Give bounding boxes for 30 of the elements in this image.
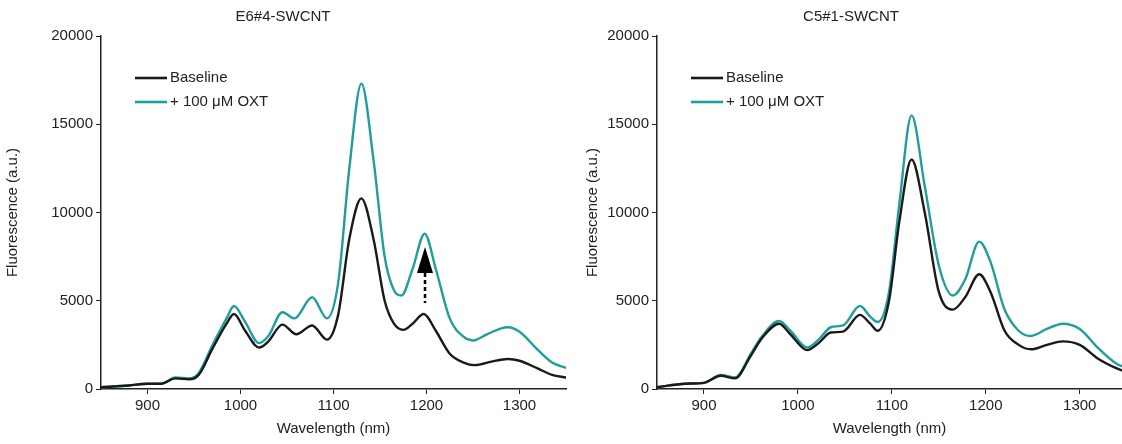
y-tick-label: 0 [84, 379, 93, 397]
y-axis-title: Fluorescence (a.u.) [583, 147, 601, 278]
y-tick-label: 10000 [51, 202, 93, 220]
x-tick-label: 1200 [969, 396, 1003, 414]
x-axis-title: Wavelength (nm) [276, 419, 391, 437]
x-tick-label: 1300 [502, 396, 537, 414]
y-tick-label: 0 [640, 379, 649, 397]
chart-title: C5#1-SWCNT [803, 7, 899, 25]
legend-label: Baseline [726, 68, 784, 86]
y-tick-label: 20000 [51, 26, 93, 44]
x-tick-label: 1100 [875, 396, 908, 414]
y-tick-label: 20000 [607, 26, 649, 44]
y-tick-label: 5000 [59, 290, 93, 308]
x-tick-label: 1000 [223, 396, 258, 414]
y-tick-label: 10000 [607, 202, 649, 220]
x-tick-label: 1000 [781, 396, 815, 414]
x-tick-label: 1300 [1063, 396, 1097, 414]
y-tick-label: 5000 [615, 290, 649, 308]
legend-label: Baseline [170, 68, 228, 86]
x-tick-label: 900 [691, 396, 717, 414]
chart-title: E6#4-SWCNT [235, 7, 331, 25]
y-tick-label: 15000 [607, 114, 649, 132]
x-tick-label: 1200 [409, 396, 444, 414]
x-tick-label: 900 [134, 396, 161, 414]
y-tick-label: 15000 [51, 114, 93, 132]
legend-label: + 100 μM OXT [726, 92, 825, 110]
legend-label: + 100 μM OXT [170, 92, 269, 110]
x-tick-label: 1100 [317, 396, 350, 414]
x-axis-title: Wavelength (nm) [832, 419, 947, 437]
y-axis-title: Fluorescence (a.u.) [3, 147, 21, 278]
